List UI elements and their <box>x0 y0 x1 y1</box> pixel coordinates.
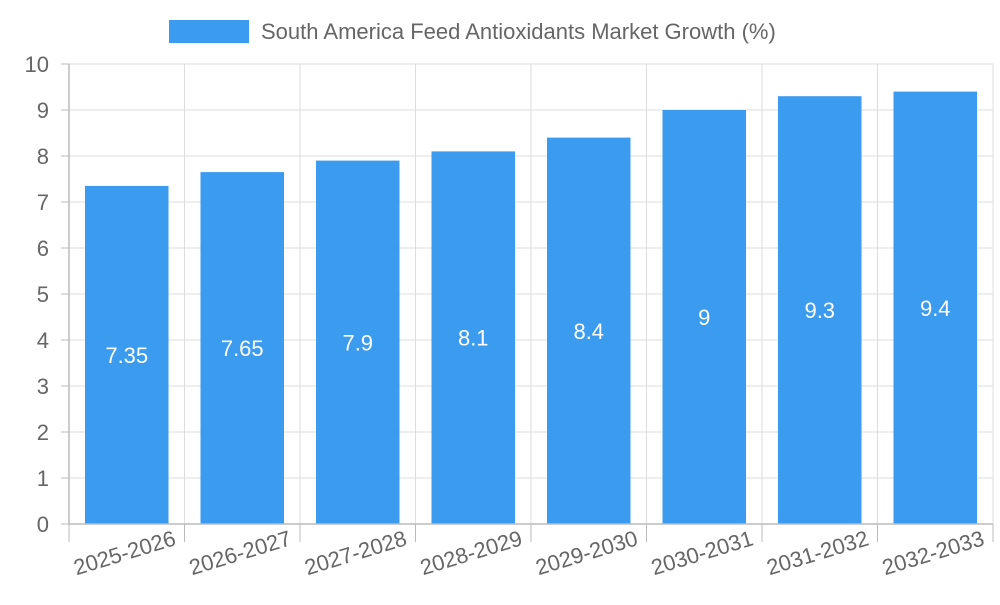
x-tick-label: 2032-2033 <box>879 525 987 580</box>
y-tick-label: 0 <box>37 512 49 537</box>
y-tick-label: 5 <box>37 282 49 307</box>
legend-swatch <box>169 20 249 43</box>
y-tick-label: 3 <box>37 374 49 399</box>
bar <box>893 91 977 524</box>
bar <box>316 160 400 524</box>
x-tick-label: 2026-2027 <box>186 525 294 580</box>
data-label: 7.35 <box>105 343 148 368</box>
bar <box>200 172 284 524</box>
x-tick-label: 2028-2029 <box>417 525 525 580</box>
y-tick-label: 6 <box>37 236 49 261</box>
bar <box>547 137 631 524</box>
bar <box>431 151 515 524</box>
data-label: 9 <box>698 305 710 330</box>
data-label: 7.65 <box>221 336 264 361</box>
y-tick-label: 10 <box>25 52 49 77</box>
data-label: 7.9 <box>342 330 373 355</box>
bar <box>778 96 862 524</box>
y-tick-label: 8 <box>37 144 49 169</box>
y-tick-label: 4 <box>37 328 49 353</box>
data-label: 9.3 <box>804 298 835 323</box>
data-label: 9.4 <box>920 296 951 321</box>
bar-layer <box>85 91 977 524</box>
y-tick-label: 7 <box>37 190 49 215</box>
y-tick-label: 2 <box>37 420 49 445</box>
legend[interactable]: South America Feed Antioxidants Market G… <box>169 19 776 44</box>
legend-label: South America Feed Antioxidants Market G… <box>261 19 776 44</box>
x-tick-label: 2025-2026 <box>71 525 179 580</box>
x-tick-label: 2031-2032 <box>764 525 872 580</box>
x-tick-label: 2030-2031 <box>648 525 756 580</box>
y-tick-label: 1 <box>37 466 49 491</box>
x-tick-label: 2027-2028 <box>302 525 410 580</box>
bar <box>85 185 169 524</box>
y-tick-label: 9 <box>37 98 49 123</box>
data-label: 8.1 <box>458 326 489 351</box>
x-tick-label: 2029-2030 <box>533 525 641 580</box>
bar <box>662 110 746 524</box>
data-label-layer: 7.35 7.65 7.9 8.1 8.4 9 9.3 9.4 <box>105 296 950 368</box>
data-label: 8.4 <box>573 319 604 344</box>
